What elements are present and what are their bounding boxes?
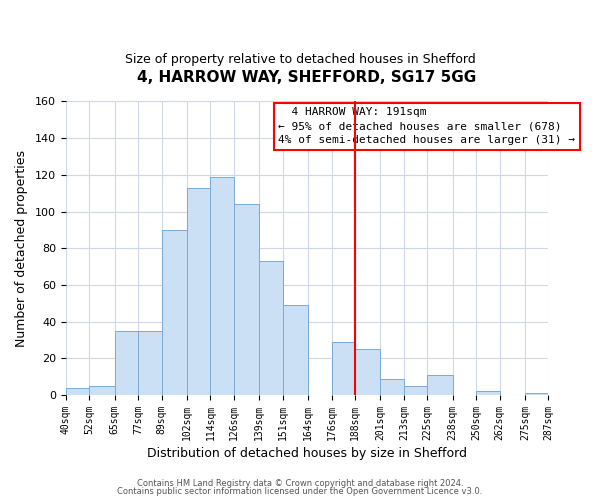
Bar: [427, 375, 452, 395]
Bar: [138, 331, 161, 395]
Text: Contains public sector information licensed under the Open Government Licence v3: Contains public sector information licen…: [118, 487, 482, 496]
Bar: [187, 188, 211, 395]
Bar: [404, 386, 427, 395]
Text: Contains HM Land Registry data © Crown copyright and database right 2024.: Contains HM Land Registry data © Crown c…: [137, 478, 463, 488]
X-axis label: Distribution of detached houses by size in Shefford: Distribution of detached houses by size …: [147, 447, 467, 460]
Bar: [211, 176, 234, 395]
Bar: [89, 386, 115, 395]
Bar: [332, 342, 355, 395]
Bar: [283, 305, 308, 395]
Bar: [380, 378, 404, 395]
Title: 4, HARROW WAY, SHEFFORD, SG17 5GG: 4, HARROW WAY, SHEFFORD, SG17 5GG: [137, 70, 477, 85]
Bar: [234, 204, 259, 395]
Y-axis label: Number of detached properties: Number of detached properties: [15, 150, 28, 347]
Text: Size of property relative to detached houses in Shefford: Size of property relative to detached ho…: [125, 52, 475, 66]
Bar: [259, 261, 283, 395]
Bar: [161, 230, 187, 395]
Bar: [66, 388, 89, 395]
Text: 4 HARROW WAY: 191sqm  
← 95% of detached houses are smaller (678)
4% of semi-det: 4 HARROW WAY: 191sqm ← 95% of detached h…: [278, 108, 575, 146]
Bar: [355, 349, 380, 395]
Bar: [115, 331, 138, 395]
Bar: [476, 392, 500, 395]
Bar: [525, 393, 548, 395]
